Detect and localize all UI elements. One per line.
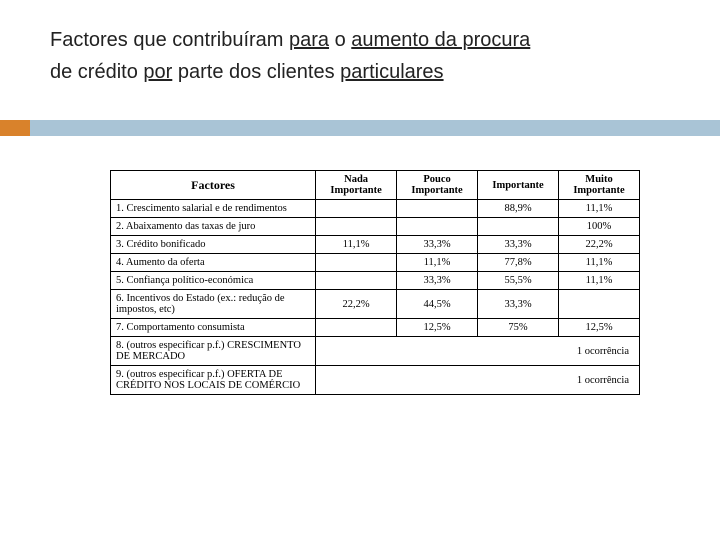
factors-table: Factores Nada Importante Pouco Important…: [110, 170, 640, 395]
table-row: 5. Confiança político-económica 33,3% 55…: [111, 272, 640, 290]
title-line2a: de crédito: [50, 61, 143, 83]
col-header-pouco: Pouco Importante: [397, 171, 478, 200]
title-part4: aumento da procura: [351, 29, 530, 51]
table-row: 3. Crédito bonificado 11,1% 33,3% 33,3% …: [111, 236, 640, 254]
col-header-nada: Nada Importante: [316, 171, 397, 200]
cell: 77,8%: [478, 254, 559, 272]
row-label: 9. (outros especificar p.f.) OFERTA DE C…: [111, 366, 316, 395]
cell: 11,1%: [316, 236, 397, 254]
slide-title: Factores que contribuíram para o aumento…: [0, 0, 720, 88]
cell: [397, 200, 478, 218]
row-label: 3. Crédito bonificado: [111, 236, 316, 254]
title-part2: para: [289, 29, 329, 51]
title-part3: o: [329, 29, 351, 51]
cell: [397, 218, 478, 236]
table-body: 1. Crescimento salarial e de rendimentos…: [111, 200, 640, 395]
table-header-row: Factores Nada Importante Pouco Important…: [111, 171, 640, 200]
row-label: 5. Confiança político-económica: [111, 272, 316, 290]
accent-orange: [0, 120, 30, 136]
cell: [478, 218, 559, 236]
table-row: 4. Aumento da oferta 11,1% 77,8% 11,1%: [111, 254, 640, 272]
table-row: 9. (outros especificar p.f.) OFERTA DE C…: [111, 366, 640, 395]
merged-cell: 1 ocorrência: [316, 366, 640, 395]
col-header-factores: Factores: [111, 171, 316, 200]
row-label: 4. Aumento da oferta: [111, 254, 316, 272]
table-row: 8. (outros especificar p.f.) CRESCIMENTO…: [111, 337, 640, 366]
cell: 55,5%: [478, 272, 559, 290]
table-row: 7. Comportamento consumista 12,5% 75% 12…: [111, 319, 640, 337]
row-label: 2. Abaixamento das taxas de juro: [111, 218, 316, 236]
cell: 88,9%: [478, 200, 559, 218]
cell: 33,3%: [397, 236, 478, 254]
merged-cell: 1 ocorrência: [316, 337, 640, 366]
cell: [316, 272, 397, 290]
table-row: 1. Crescimento salarial e de rendimentos…: [111, 200, 640, 218]
table-row: 2. Abaixamento das taxas de juro 100%: [111, 218, 640, 236]
col-header-importante: Importante: [478, 171, 559, 200]
row-label: 8. (outros especificar p.f.) CRESCIMENTO…: [111, 337, 316, 366]
cell: 75%: [478, 319, 559, 337]
cell: [316, 319, 397, 337]
cell: 33,3%: [478, 236, 559, 254]
title-line-1: Factores que contribuíram para o aumento…: [50, 24, 670, 56]
row-label: 7. Comportamento consumista: [111, 319, 316, 337]
cell: 11,1%: [397, 254, 478, 272]
row-label: 1. Crescimento salarial e de rendimentos: [111, 200, 316, 218]
cell: [559, 290, 640, 319]
title-line2d: particulares: [340, 61, 443, 83]
title-line2b: por: [143, 61, 172, 83]
cell: 12,5%: [397, 319, 478, 337]
cell: 11,1%: [559, 272, 640, 290]
table-row: 6. Incentivos do Estado (ex.: redução de…: [111, 290, 640, 319]
row-label: 6. Incentivos do Estado (ex.: redução de…: [111, 290, 316, 319]
cell: 22,2%: [316, 290, 397, 319]
cell: [316, 200, 397, 218]
title-line-2: de crédito por parte dos clientes partic…: [50, 56, 670, 88]
factors-table-wrap: Factores Nada Importante Pouco Important…: [110, 170, 640, 395]
cell: [316, 218, 397, 236]
title-line2c: parte dos clientes: [172, 61, 340, 83]
cell: 100%: [559, 218, 640, 236]
col-header-muito: Muito Importante: [559, 171, 640, 200]
cell: [316, 254, 397, 272]
cell: 33,3%: [397, 272, 478, 290]
cell: 44,5%: [397, 290, 478, 319]
cell: 22,2%: [559, 236, 640, 254]
cell: 11,1%: [559, 200, 640, 218]
title-part1: Factores que contribuíram: [50, 29, 289, 51]
accent-bar: [0, 120, 720, 136]
cell: 11,1%: [559, 254, 640, 272]
cell: 33,3%: [478, 290, 559, 319]
cell: 12,5%: [559, 319, 640, 337]
